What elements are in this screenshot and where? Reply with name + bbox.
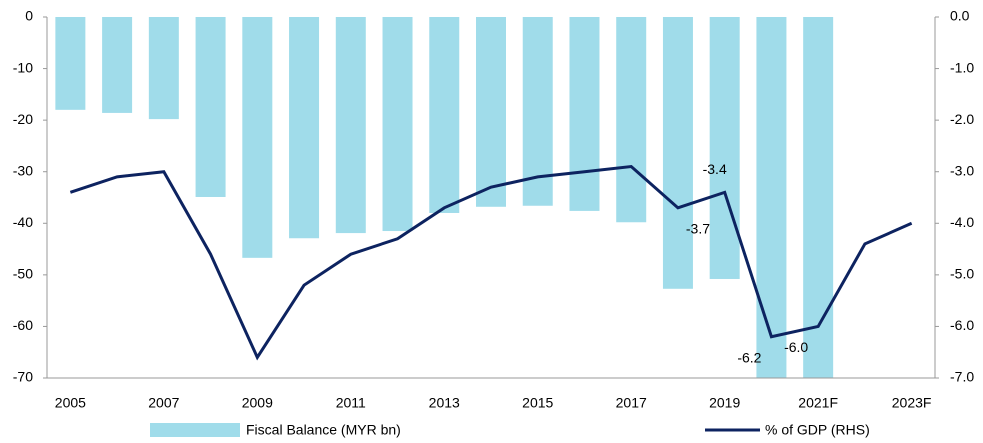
y-tick-label: -10	[13, 59, 33, 75]
bar	[429, 17, 460, 213]
y-tick-label: -60	[13, 317, 33, 333]
bar	[102, 17, 133, 113]
x-tick-label: 2021F	[798, 395, 838, 411]
bar	[616, 17, 647, 223]
y-tick-label: -40	[13, 214, 33, 230]
bar	[476, 17, 506, 207]
y2-tick-label: 0.0	[950, 8, 970, 24]
line	[69, 164, 913, 361]
legend-label: Fiscal Balance (MYR bn)	[246, 422, 401, 438]
bar	[335, 17, 366, 234]
data-label: -3.7	[686, 221, 710, 237]
y2-tick-label: -6.0	[950, 317, 974, 333]
y-tick-label: -30	[13, 162, 33, 178]
x-tick-label: 2011	[336, 395, 366, 411]
y2-tick-label: -3.0	[950, 162, 974, 178]
data-label: -6.2	[737, 349, 761, 365]
x-tick-label: 2009	[242, 395, 273, 411]
y-tick-label: -20	[13, 111, 33, 127]
x-tick-label: 2017	[616, 395, 647, 411]
bar	[242, 17, 273, 258]
bar	[55, 17, 86, 110]
x-tick-label: 2007	[148, 395, 179, 411]
bar	[382, 17, 413, 232]
x-tick-label: 2005	[55, 395, 86, 411]
y-tick-label: -70	[13, 369, 33, 385]
x-tick-label: 2013	[429, 395, 460, 411]
data-label: -6.0	[784, 339, 808, 355]
x-tick-label: 2015	[522, 395, 553, 411]
legend-label: % of GDP (RHS)	[765, 422, 870, 438]
x-tick-label: 2023F	[892, 395, 932, 411]
y2-tick-label: -5.0	[950, 266, 974, 282]
x-tick-label: 2019	[709, 395, 740, 411]
bar	[148, 17, 179, 120]
bar	[803, 17, 834, 378]
bar	[662, 17, 693, 289]
bar	[756, 17, 787, 378]
bar	[289, 17, 320, 239]
y2-tick-label: -1.0	[950, 59, 974, 75]
data-label: -3.4	[703, 161, 727, 177]
y2-tick-label: -2.0	[950, 111, 974, 127]
bar	[709, 17, 740, 279]
y2-tick-label: -4.0	[950, 214, 974, 230]
bar	[195, 17, 226, 197]
bar	[569, 17, 600, 211]
y2-tick-label: -7.0	[950, 369, 974, 385]
legend-swatch	[150, 423, 240, 437]
y-tick-label: 0	[25, 8, 33, 24]
y-tick-label: -50	[13, 266, 33, 282]
